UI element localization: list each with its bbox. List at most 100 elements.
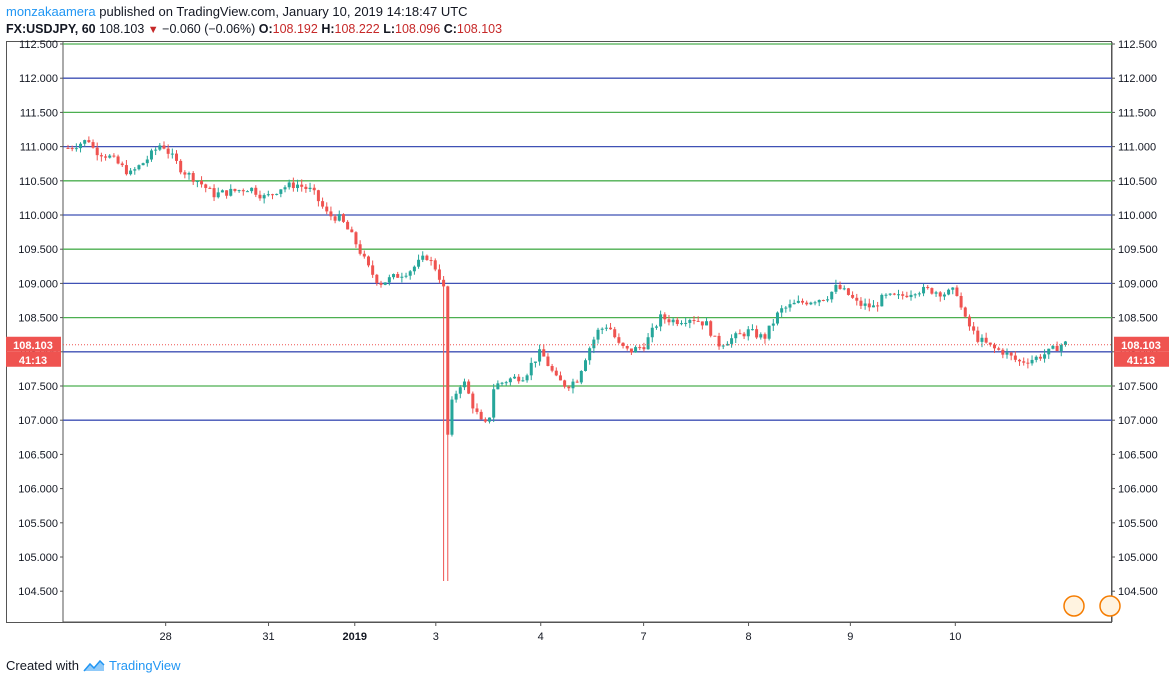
candle-body [308,187,312,189]
candle-body [567,386,571,389]
candle-body [133,169,137,171]
candle-body [558,375,562,381]
candle-body [312,187,316,191]
candle-body [321,201,325,207]
candlestick-chart[interactable]: 104.500 104.500 105.000 105.000 105.500 105.5… [0,0,1176,640]
candle-body [1043,354,1047,359]
candle-body [663,314,667,320]
y-tick-label-right: 110.500 [1118,176,1157,188]
candle-body [70,148,74,150]
candle-body [629,348,633,353]
last-price: 108.103 [99,22,145,36]
candle-body [855,297,859,301]
candle-body [988,342,992,345]
candle-body [137,165,141,170]
y-tick-label-left: 106.000 [18,484,58,496]
candle-body [563,380,567,387]
candle-body [713,335,717,337]
candle-body [550,365,554,371]
y-tick-label-left: 106.500 [18,449,58,461]
last-price-badge-left [6,336,61,352]
candle-body [554,370,558,376]
candle-body [270,194,274,196]
candle-body [333,216,337,221]
candle-body [922,286,926,294]
candle-body [371,265,375,275]
candle-body [287,182,291,188]
y-tick-label-left: 107.000 [18,415,58,427]
author-name[interactable]: monzakaamera [6,4,96,19]
candle-body [888,293,892,295]
y-tick-label-left: 108.500 [18,313,58,325]
candle-body [863,303,867,306]
candle-body [613,329,617,338]
candle-body [542,349,546,357]
candle-body [300,184,304,187]
candle-body [596,329,600,340]
candle-body [304,186,308,189]
y-tick-label-right: 111.000 [1118,142,1156,154]
y-tick-label-left: 112.500 [19,39,58,51]
candle-body [191,173,195,182]
candle-body [296,184,300,189]
y-tick-label-right: 107.500 [1118,381,1158,393]
candle-body [625,345,629,349]
candle-body [763,334,767,339]
candle-body [129,170,133,175]
candle-body [442,279,446,287]
countdown-label-right: 41:13 [1127,355,1155,367]
candle-body [362,253,366,257]
candle-body [917,293,921,295]
candle-body [592,339,596,349]
candle-body [901,294,905,296]
candle-body [462,381,466,388]
candle-body [984,337,988,343]
x-tick-label: 8 [745,631,751,640]
candle-body [291,182,295,189]
y-tick-label-left: 110.000 [19,210,58,222]
candle-body [792,302,796,305]
candle-body [149,150,153,160]
candle-body [684,322,688,324]
candle-body [74,148,78,150]
candle-body [83,140,87,144]
tradingview-brand[interactable]: TradingView [108,658,181,673]
candle-body [421,255,425,260]
candle-body [471,393,475,409]
candle-body [99,155,103,157]
candle-body [955,287,959,296]
candle-body [876,305,880,307]
countdown-badge-left [6,351,61,367]
candle-body [425,255,429,261]
candle-body [700,321,704,326]
candle-body [892,293,896,295]
candle-body [200,180,204,185]
candle-body [717,335,721,347]
candle-body [392,274,396,278]
candle-body [212,188,216,198]
y-tick-label-left: 112.000 [19,73,58,85]
candle-body [454,393,458,400]
y-tick-label-right: 106.000 [1118,484,1158,496]
candle-body [659,314,663,327]
candle-body [108,155,112,158]
candle-body [446,286,450,435]
last-price-label-left: 108.103 [13,340,53,352]
y-tick-label-right: 112.000 [1118,73,1157,85]
candle-body [851,294,855,298]
candle-body [1022,361,1026,363]
candle-body [529,362,533,376]
candle-body [220,190,224,193]
candle-body [283,187,287,190]
candle-body [796,300,800,303]
y-tick-label-left: 105.500 [18,518,58,530]
candle-body [145,159,149,164]
candle-body [846,288,850,295]
x-tick-label: 4 [538,631,544,640]
candle-body [479,411,483,420]
candle-body [1038,356,1042,359]
candle-body [801,300,805,303]
candle-body [771,323,775,326]
candle-body [938,292,942,297]
candle-body [759,334,763,338]
